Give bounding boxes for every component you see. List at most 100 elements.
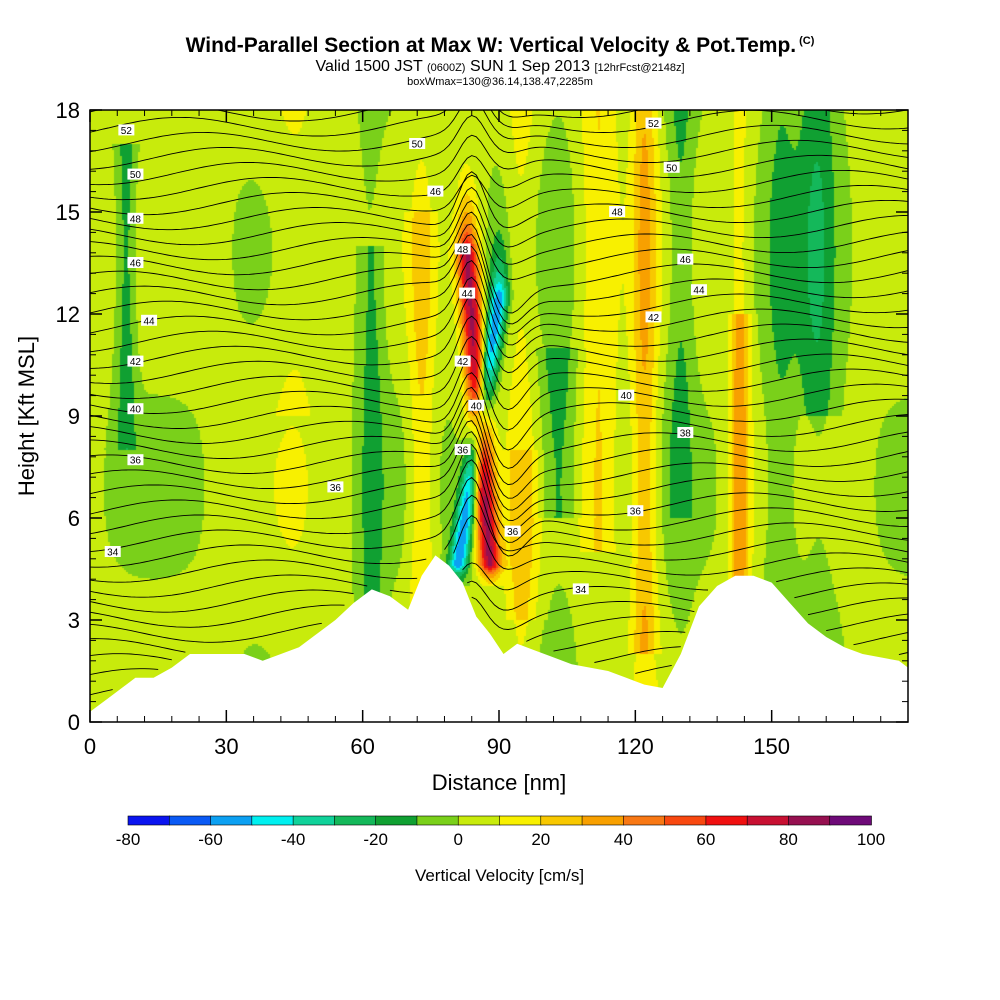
theta-contours: 34 36 40 42 44 46 48 50 52 36 36 40 42 44 48 46 50 36 34 36… [90, 58, 908, 696]
theta-contour-line [90, 664, 672, 676]
theta-contour-line [90, 260, 908, 346]
colorbar-tick-label: 20 [531, 830, 550, 849]
y-tick-label: 3 [68, 608, 80, 633]
contour-label: 50 [409, 138, 426, 151]
svg-text:48: 48 [457, 245, 469, 256]
contour-label: 36 [127, 454, 144, 467]
contour-label: 36 [454, 444, 471, 457]
colorbar-swatch [251, 815, 294, 826]
contour-label: 44 [141, 314, 158, 327]
contour-label: 42 [645, 311, 662, 324]
contour-label: 48 [127, 212, 144, 225]
colorbar-tick-label: 100 [857, 830, 885, 849]
y-tick-label: 6 [68, 506, 80, 531]
svg-text:48: 48 [130, 214, 142, 225]
colorbar-swatch [334, 815, 377, 826]
y-tick-label: 15 [56, 200, 80, 225]
contour-label: 48 [609, 206, 626, 219]
theta-contour-line [90, 459, 908, 543]
svg-text:44: 44 [693, 286, 705, 297]
theta-contour-line [90, 295, 908, 374]
contour-label: 36 [627, 505, 644, 518]
chart-subtitle: Valid 1500 JST (0600Z) SUN 1 Sep 2013 [1… [315, 58, 685, 75]
chart-box-info: boxWmax=130@36.14,138.47,2285m [407, 76, 593, 88]
svg-text:40: 40 [130, 405, 142, 416]
svg-text:52: 52 [121, 126, 133, 137]
colorbar-swatch [746, 815, 790, 826]
colorbar-tick-label: 80 [779, 830, 798, 849]
y-tick-label: 0 [68, 710, 80, 735]
theta-contour-line [90, 613, 908, 643]
y-axis-label: Height [Kft MSL] [14, 336, 39, 496]
svg-text:50: 50 [412, 140, 424, 151]
contour-label: 42 [454, 355, 471, 368]
x-tick-label: 120 [617, 734, 654, 759]
colorbar-tick-label: -80 [116, 830, 141, 849]
colorbar-tick-label: -20 [363, 830, 388, 849]
theta-contour-line [90, 233, 908, 325]
terrain-mask [90, 555, 908, 722]
theta-contour-line [90, 211, 908, 280]
svg-text:46: 46 [430, 187, 442, 198]
theta-contour-line [90, 276, 908, 358]
svg-text:46: 46 [130, 259, 142, 270]
colorbar-swatch [457, 815, 501, 826]
svg-text:36: 36 [130, 456, 142, 467]
theta-contour-line [90, 186, 908, 248]
contour-label: 34 [104, 546, 121, 559]
theta-contour-line [90, 420, 908, 511]
contour-label: 40 [468, 399, 485, 412]
theta-contour-line [90, 110, 908, 153]
colorbar-tick-label: 0 [453, 830, 462, 849]
colorbar-swatch [416, 815, 460, 826]
colorbar-swatch [623, 815, 666, 826]
contour-label: 44 [459, 287, 476, 300]
contour-label: 40 [127, 403, 144, 416]
colorbar-label: Vertical Velocity [cm/s] [415, 866, 584, 885]
svg-text:44: 44 [462, 289, 474, 300]
theta-contour-line [90, 355, 908, 431]
theta-contour-line [90, 335, 908, 411]
svg-text:36: 36 [630, 507, 642, 518]
svg-text:38: 38 [680, 429, 692, 440]
svg-text:52: 52 [648, 119, 660, 130]
theta-contour-line [90, 386, 908, 469]
chart-title: Wind-Parallel Section at Max W: Vertical… [185, 34, 815, 57]
theta-contour-line [90, 646, 908, 663]
theta-contour-line [90, 562, 908, 598]
x-tick-label: 90 [487, 734, 511, 759]
svg-text:36: 36 [457, 446, 469, 457]
theta-contour-line [90, 444, 908, 532]
colorbar-swatch [581, 815, 625, 826]
theta-contour-line [90, 399, 908, 486]
svg-text:40: 40 [621, 391, 633, 402]
colorbar-tick-label: -60 [198, 830, 223, 849]
svg-text:42: 42 [648, 313, 660, 324]
contour-label: 38 [677, 427, 694, 440]
contour-label: 50 [127, 168, 144, 181]
theta-contour-line [90, 200, 908, 265]
contour-label: 52 [118, 124, 135, 137]
colorbar-swatch [210, 815, 253, 826]
x-tick-label: 0 [84, 734, 96, 759]
svg-text:50: 50 [130, 170, 142, 181]
svg-text:50: 50 [666, 163, 678, 174]
contour-label: 44 [690, 284, 707, 297]
theta-contour-line [90, 315, 908, 391]
colorbar-swatch [664, 815, 707, 826]
svg-text:40: 40 [471, 401, 483, 412]
svg-text:42: 42 [130, 357, 142, 368]
colorbar-swatch [829, 815, 872, 826]
y-tick-label: 12 [56, 302, 80, 327]
colorbar-swatch [127, 815, 171, 826]
x-tick-label: 150 [753, 734, 790, 759]
colorbar-swatch [788, 815, 831, 826]
theta-contour-line [90, 58, 908, 107]
contour-label: 46 [677, 253, 694, 266]
theta-contour-line [90, 223, 908, 314]
contour-label: 42 [127, 355, 144, 368]
colorbar-tick-label: 40 [614, 830, 633, 849]
svg-text:34: 34 [575, 585, 587, 596]
colorbar-tick-label: 60 [696, 830, 715, 849]
